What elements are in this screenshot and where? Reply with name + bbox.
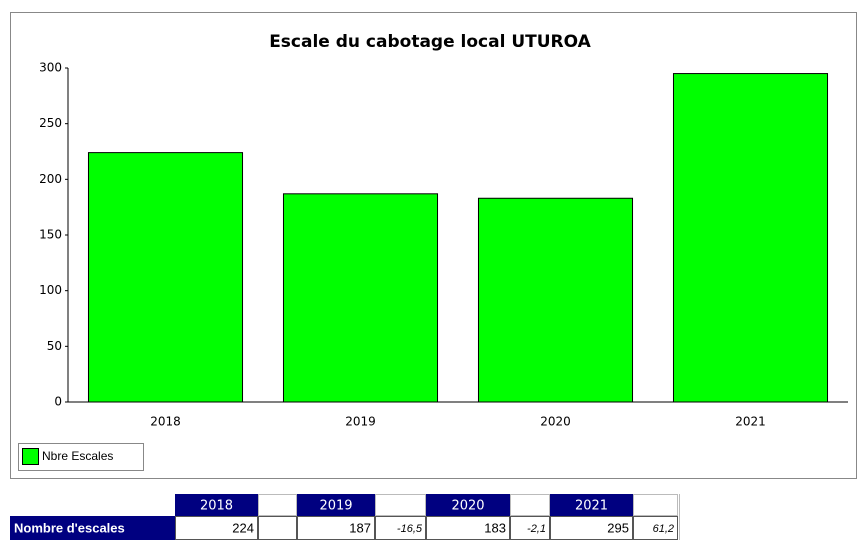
change-cell xyxy=(633,516,678,540)
change-text: -2,1 xyxy=(527,523,546,535)
bar xyxy=(282,193,439,403)
value-text: 183 xyxy=(484,520,506,535)
header-text: 2019 xyxy=(319,499,352,514)
value-text: 295 xyxy=(607,520,629,535)
bar xyxy=(672,73,829,403)
change-text: -16,5 xyxy=(397,523,423,535)
change-text: 61,2 xyxy=(653,523,674,535)
header-cell xyxy=(426,494,510,516)
y-tick-label: 250 xyxy=(39,116,62,130)
header-cell xyxy=(297,494,375,516)
x-tick-label: 2018 xyxy=(150,415,181,429)
y-tick-label: 100 xyxy=(39,283,62,297)
chart-title: Escale du cabotage local UTUROA xyxy=(269,32,591,52)
row-label-cell xyxy=(10,516,175,540)
header-gap xyxy=(510,494,550,516)
header-text: 2020 xyxy=(451,499,484,514)
change-cell xyxy=(510,516,550,540)
value-cell xyxy=(550,516,633,540)
value-text: 224 xyxy=(232,520,254,535)
change-cell xyxy=(258,516,297,540)
bar xyxy=(87,152,244,403)
legend-swatch xyxy=(22,448,39,465)
change-cell xyxy=(375,516,426,540)
legend-label: Nbre Escales xyxy=(42,449,113,463)
y-tick-label: 300 xyxy=(39,61,62,75)
y-tick-label: 150 xyxy=(39,228,62,242)
y-tick-label: 0 xyxy=(54,395,62,409)
header-gap xyxy=(258,494,297,516)
value-cell xyxy=(175,516,258,540)
header-text: 2021 xyxy=(575,499,608,514)
y-tick-label: 50 xyxy=(47,339,62,353)
value-text: 187 xyxy=(349,520,371,535)
x-tick-label: 2019 xyxy=(345,415,376,429)
header-cell xyxy=(550,494,633,516)
header-text: 2018 xyxy=(200,499,233,514)
x-tick-label: 2020 xyxy=(540,415,571,429)
header-gap xyxy=(633,494,678,516)
x-tick-label: 2021 xyxy=(735,415,766,429)
y-tick-label: 200 xyxy=(39,172,62,186)
legend-box xyxy=(18,443,144,471)
value-cell xyxy=(297,516,375,540)
row-label: Nombre d'escales xyxy=(14,520,125,535)
header-gap xyxy=(375,494,426,516)
value-cell xyxy=(426,516,510,540)
bar xyxy=(477,197,634,403)
header-cell xyxy=(175,494,258,516)
